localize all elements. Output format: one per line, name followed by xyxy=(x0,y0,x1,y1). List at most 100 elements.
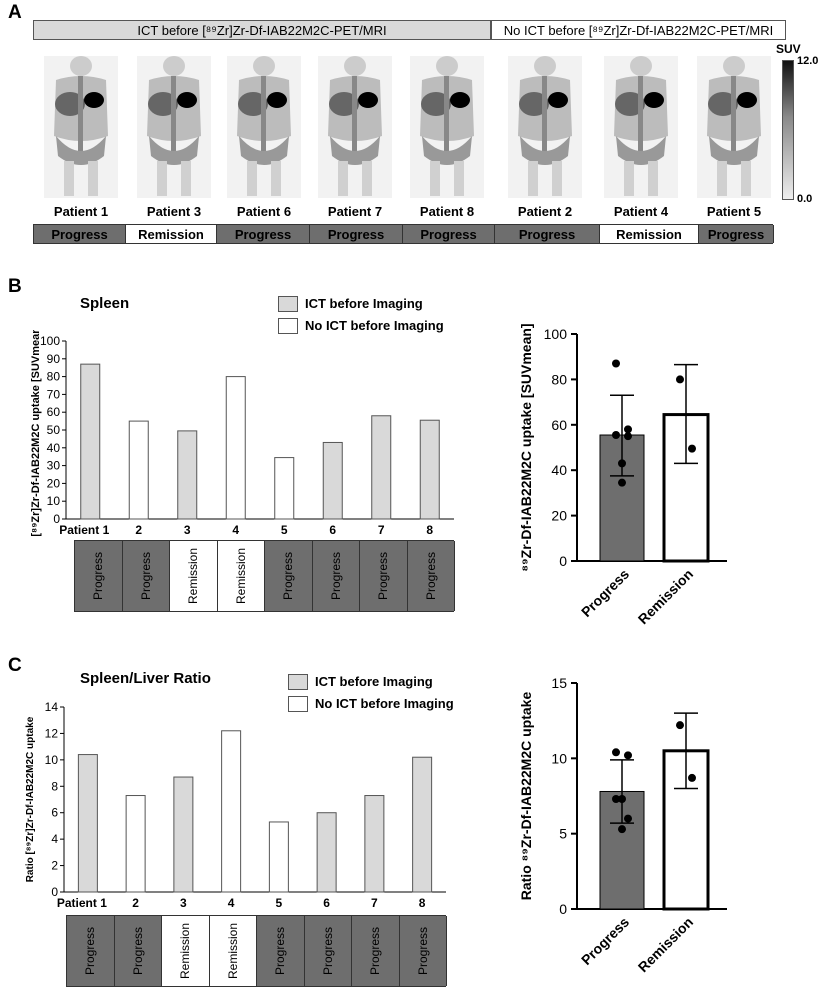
spleen-summary-data-point xyxy=(624,432,632,441)
ratio-summary-data-point xyxy=(618,795,626,804)
legend-ict-swatch xyxy=(278,296,298,312)
ratio-y-axis-label: Ratio [⁸⁹Zr]Zr-Df-IAB22M2C uptake xyxy=(25,716,36,882)
spleen-summary-chart: 0 20 40 60 80 100 ⁸⁹Zr-Df-IAB22M2C uptake [SUV… xyxy=(518,323,727,627)
spleen-y-tick-label: 0 xyxy=(53,512,60,526)
ratio-summary-chart: 0 5 10 15 Ratio ⁸⁹Zr-Df-IAB22M2C uptake Progr… xyxy=(518,675,727,975)
spleen-summary-y-axis-label: ⁸⁹Zr-Df-IAB22M2C uptake [SUVmean] xyxy=(518,323,534,571)
spleen-summary-data-point xyxy=(612,431,620,440)
spleen-summary-data-point xyxy=(612,359,620,368)
ict-group-header: ICT before [⁸⁹Zr]Zr-Df-IAB22M2C-PET/MRI xyxy=(33,20,491,40)
panel-c-letter: C xyxy=(8,655,22,676)
spleen-shape xyxy=(267,92,287,108)
ratio-summary-data-point xyxy=(676,721,684,730)
ratio-status-strip: Progress Progress Remission Remission Progre… xyxy=(66,915,447,987)
pelvis-shape xyxy=(709,136,759,165)
scan-status-cell: Progress xyxy=(699,225,774,243)
ratio-status-cell: Progress xyxy=(257,916,305,986)
ratio-summary-data-point xyxy=(618,825,626,834)
leg-shape xyxy=(338,161,348,196)
spleen-bar xyxy=(419,419,440,520)
spleen-shape xyxy=(84,92,104,108)
spleen-status-cell: Progress xyxy=(122,541,170,611)
leg-shape xyxy=(362,161,372,196)
liver-shape xyxy=(329,92,359,116)
ratio-bar xyxy=(173,776,194,893)
scan-patient-label: Patient 2 xyxy=(517,204,573,219)
spleen-summary-x-tick-label: Progress xyxy=(578,566,632,620)
ratio-y-tick-label: 4 xyxy=(51,832,58,846)
spleen-x-tick-label: 4 xyxy=(232,523,239,537)
ratio-x-tick-label: 8 xyxy=(419,896,426,910)
ratio-x-tick-label: 6 xyxy=(323,896,330,910)
ratio-summary-y-tick-label: 5 xyxy=(559,826,567,842)
ratio-x-tick-label: 5 xyxy=(276,896,283,910)
scan-status-cell: Progress xyxy=(217,225,310,243)
spleen-y-tick-label: 10 xyxy=(47,494,61,508)
spleen-y-tick-label: 60 xyxy=(47,405,61,419)
ratio-summary-y-tick-label: 10 xyxy=(551,750,567,766)
ratio-bar xyxy=(268,821,289,893)
leg-shape xyxy=(552,161,562,196)
ratio-summary-data-point xyxy=(624,814,632,823)
ratio-y-tick-label: 12 xyxy=(45,726,59,740)
spine-shape xyxy=(352,76,357,151)
ratio-status-text: Remission xyxy=(178,922,193,980)
spleen-summary-data-point xyxy=(618,459,626,468)
pelvis-shape xyxy=(239,136,289,165)
ratio-status-text: Progress xyxy=(320,926,335,976)
ratio-y-tick-label: 8 xyxy=(51,779,58,793)
scan-status-cell: Remission xyxy=(600,225,699,243)
scan-patient-label: Patient 1 xyxy=(53,204,109,219)
legend-ict-label-c: ICT before Imaging xyxy=(315,674,433,689)
spleen-shape xyxy=(644,92,664,108)
spleen-summary-y-tick-label: 80 xyxy=(551,371,567,387)
leg-shape xyxy=(271,161,281,196)
ratio-x-tick-label: 3 xyxy=(180,896,187,910)
spleen-bar xyxy=(177,430,198,520)
spleen-status-text: Remission xyxy=(233,547,248,605)
ratio-x-tick-label: 7 xyxy=(371,896,378,910)
leg-shape xyxy=(157,161,167,196)
spleen-y-tick-label: 90 xyxy=(47,352,61,366)
ratio-y-tick-label: 0 xyxy=(51,885,58,899)
spleen-x-tick-label: 6 xyxy=(329,523,336,537)
spleen-y-tick-label: 100 xyxy=(40,334,60,348)
spleen-summary-data-point xyxy=(618,478,626,487)
spleen-summary-x-tick-label: Remission xyxy=(635,566,696,627)
leg-shape xyxy=(528,161,538,196)
no-ict-group-header: No ICT before [⁸⁹Zr]Zr-Df-IAB22M2C-PET/M… xyxy=(491,20,786,40)
scan-patient-label: Patient 4 xyxy=(613,204,669,219)
spleen-bar xyxy=(80,363,101,520)
pet-scan-image xyxy=(44,56,118,198)
spleen-summary-y-tick-label: 100 xyxy=(544,326,568,342)
ratio-y-tick-label: 6 xyxy=(51,806,58,820)
pet-scan-image xyxy=(318,56,392,198)
head-shape xyxy=(534,56,556,76)
pelvis-shape xyxy=(616,136,666,165)
scan-status-cell: Progress xyxy=(403,225,495,243)
ratio-status-cell: Remission xyxy=(162,916,210,986)
legend-no-ict-swatch-c xyxy=(288,696,308,712)
head-shape xyxy=(723,56,745,76)
leg-shape xyxy=(741,161,751,196)
spine-shape xyxy=(78,76,83,151)
spleen-summary-data-point xyxy=(688,444,696,453)
spleen-bar xyxy=(322,441,343,520)
pet-scan-image xyxy=(508,56,582,198)
ratio-status-cell: Progress xyxy=(67,916,115,986)
ratio-summary-data-point xyxy=(624,751,632,760)
panel-a-letter: A xyxy=(8,2,22,23)
spleen-status-cell: Progress xyxy=(75,541,123,611)
spleen-y-axis-label: [⁸⁹Zr]Zr-Df-IAB22M2C uptake [SUVmean] xyxy=(30,330,42,537)
scan-status-cell: Progress xyxy=(310,225,403,243)
ratio-y-tick-label: 10 xyxy=(45,753,59,767)
ratio-summary-x-tick-label: Remission xyxy=(635,914,696,975)
ratio-summary-y-axis-label: Ratio ⁸⁹Zr-Df-IAB22M2C uptake xyxy=(518,692,534,901)
ratio-y-tick-label: 2 xyxy=(51,859,58,873)
pelvis-shape xyxy=(422,136,472,165)
spleen-x-tick-label: 3 xyxy=(184,523,191,537)
leg-shape xyxy=(624,161,634,196)
head-shape xyxy=(253,56,275,76)
spleen-y-tick-label: 50 xyxy=(47,423,61,437)
legend-no-ict-label: No ICT before Imaging xyxy=(305,318,444,333)
